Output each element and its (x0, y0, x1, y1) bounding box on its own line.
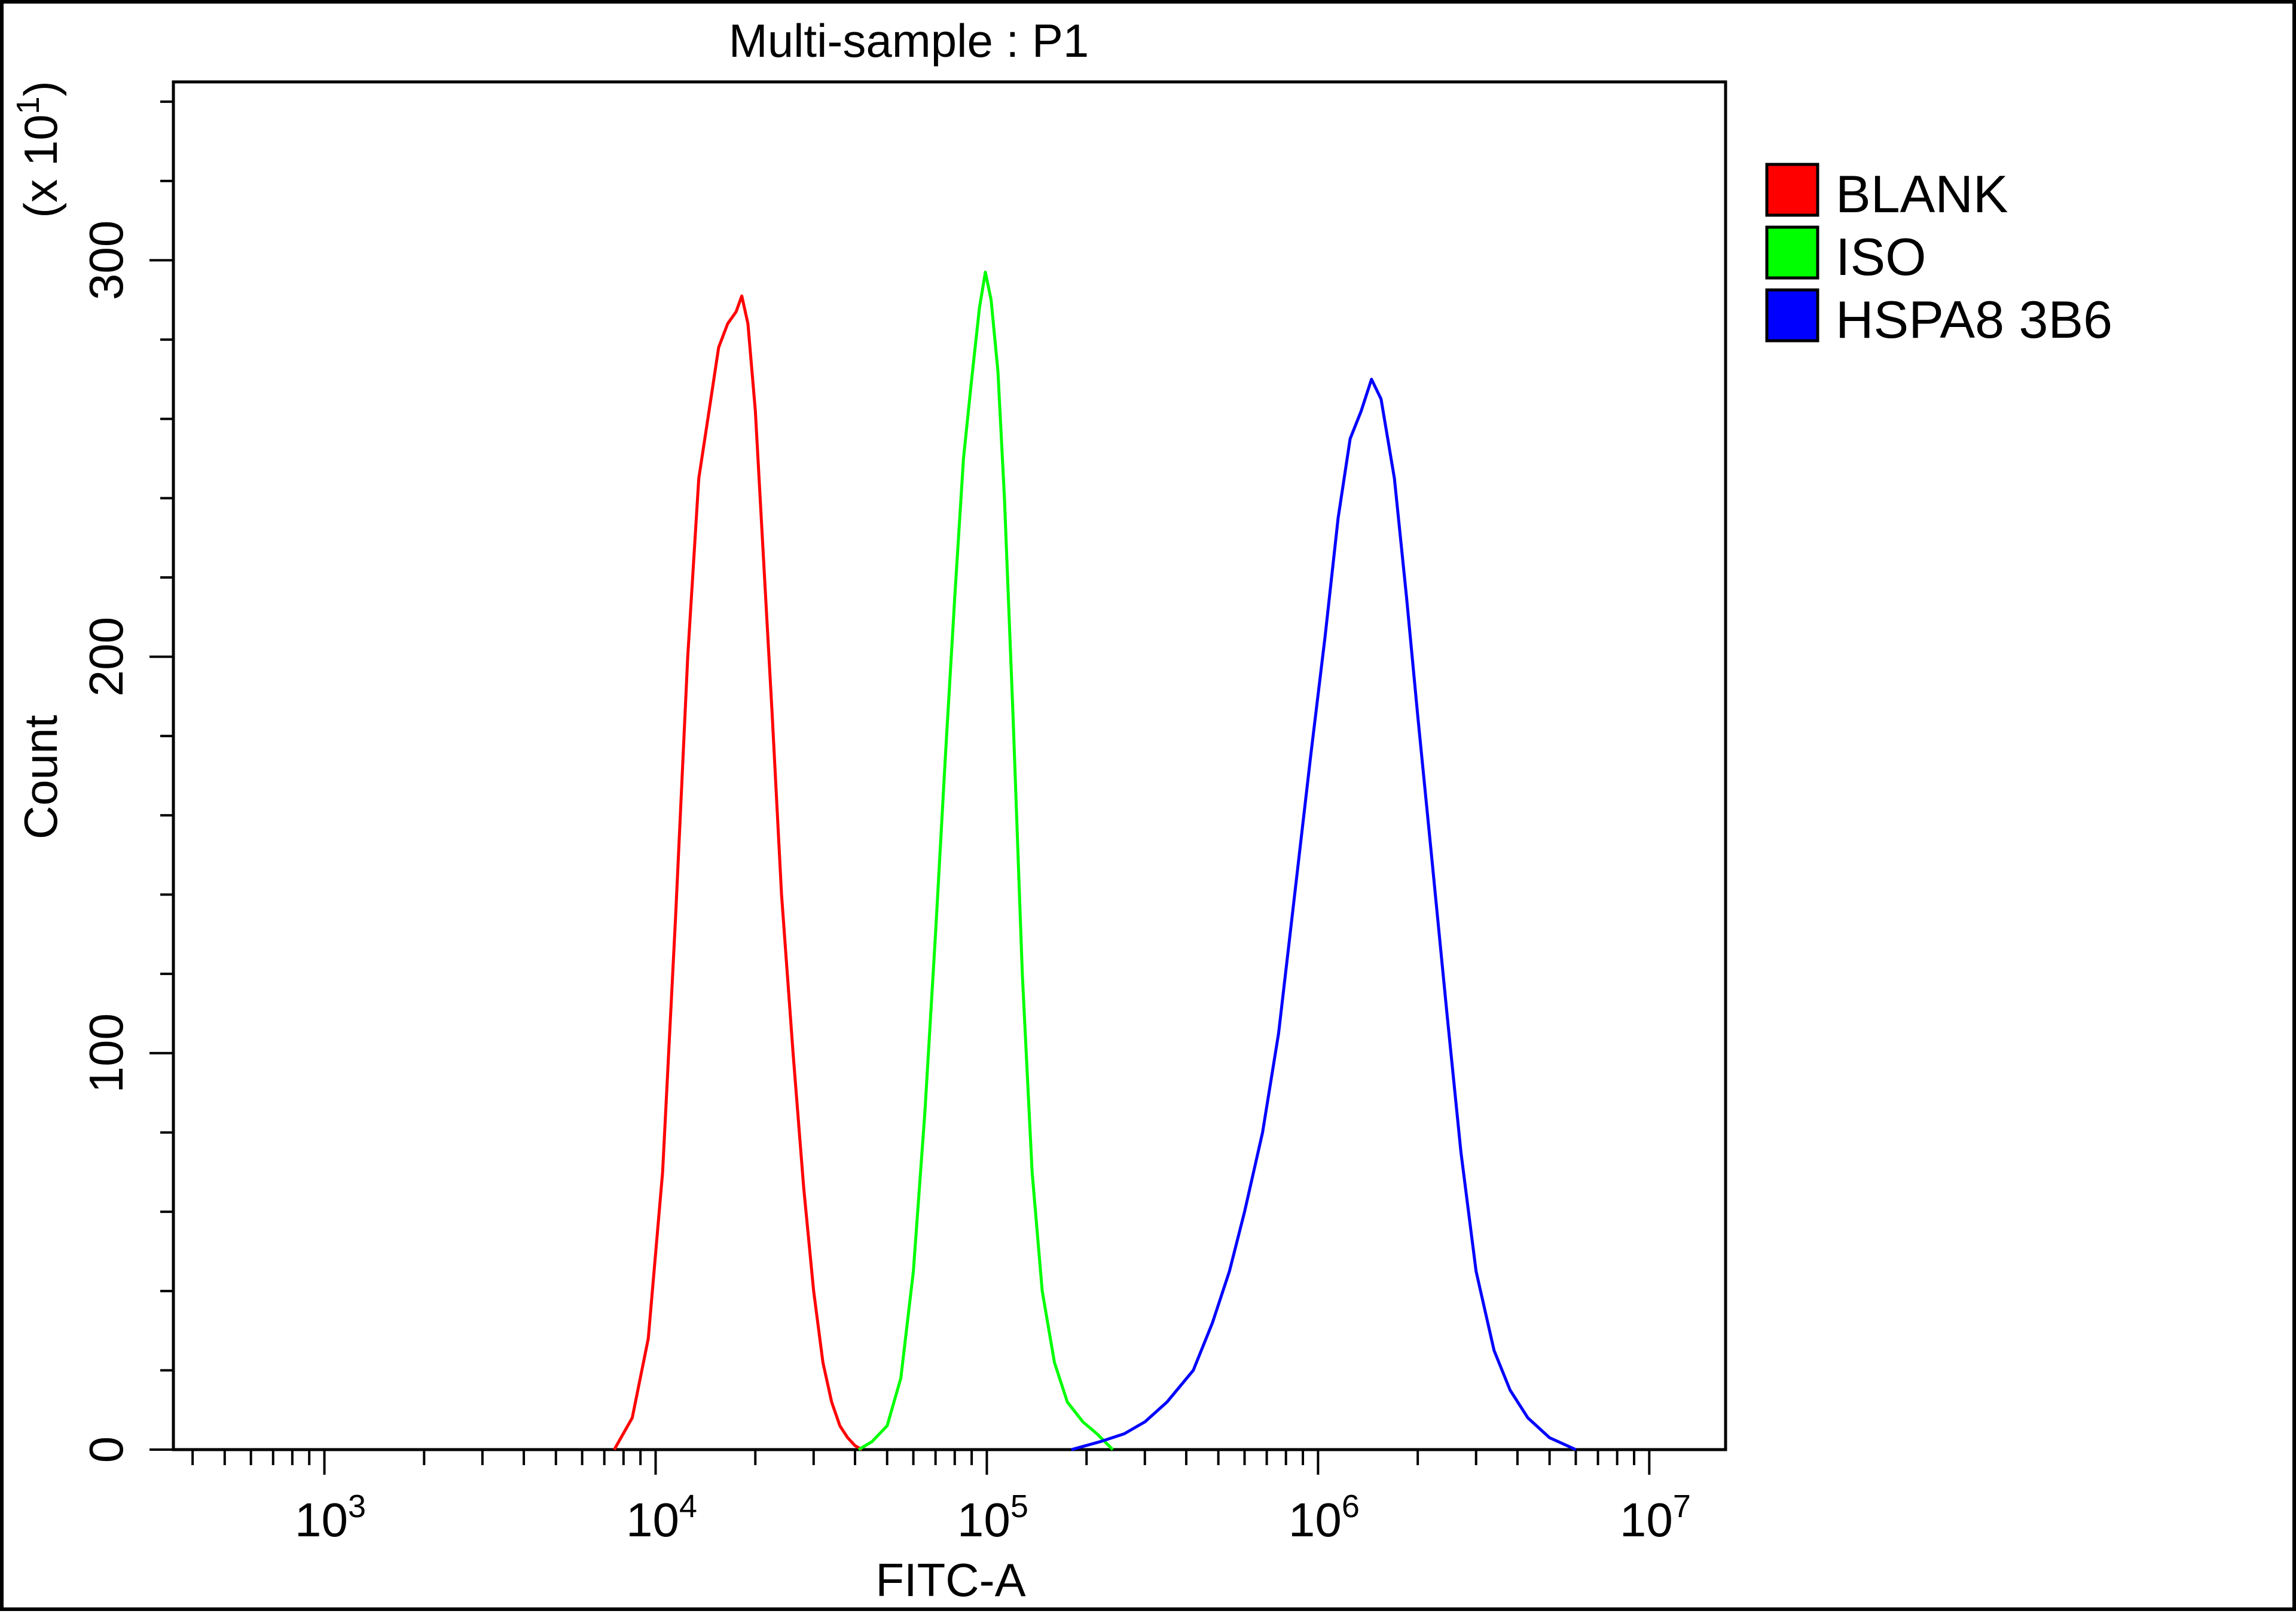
y-multiplier-suffix: ) (14, 81, 67, 96)
y-axis-label-group: Count (14, 715, 67, 839)
x-tick-exponent: 3 (348, 1488, 366, 1524)
series-lines (613, 270, 1577, 1451)
x-tick-label: 106 (1289, 1488, 1360, 1546)
y-multiplier-exponent: 1 (10, 96, 46, 114)
legend-label-iso: ISO (1836, 227, 1926, 286)
legend-label-hspa8: HSPA8 3B6 (1836, 290, 2112, 349)
y-tick-label: 200 (80, 617, 133, 696)
series-line-2 (1071, 377, 1577, 1451)
series-line-0 (613, 294, 863, 1451)
legend-item-blank: BLANK (1765, 163, 2008, 224)
y-multiplier-group: (x 101) (10, 81, 67, 218)
x-axis-label: FITC-A (875, 1554, 1025, 1606)
chart-title: Multi-sample : P1 (729, 14, 1089, 67)
legend: BLANK ISO HSPA8 3B6 (1765, 163, 2112, 349)
y-tick-label: 300 (80, 221, 133, 300)
x-tick-base: 10 (1620, 1493, 1673, 1546)
x-tick-exponent: 6 (1342, 1488, 1360, 1524)
legend-label-blank: BLANK (1836, 164, 2008, 224)
x-tick-label: 104 (626, 1488, 697, 1546)
x-tick-exponent: 7 (1673, 1488, 1691, 1524)
y-tick-label: 100 (80, 1013, 133, 1093)
x-tick-label: 105 (957, 1488, 1028, 1546)
x-tick-base: 10 (626, 1493, 679, 1546)
x-tick-label: 103 (295, 1488, 366, 1546)
y-axis-ticks: 0 100 200 300 (80, 100, 173, 1463)
x-tick-exponent: 4 (679, 1488, 697, 1524)
plot-area (172, 80, 1727, 1451)
legend-swatch-hspa8 (1765, 288, 1819, 343)
x-tick-base: 10 (295, 1493, 348, 1546)
y-multiplier-label: (x 101) (10, 81, 67, 218)
legend-swatch-blank (1765, 163, 1819, 217)
x-tick-exponent: 5 (1010, 1488, 1028, 1524)
x-tick-base: 10 (957, 1493, 1010, 1546)
y-axis-label: Count (14, 715, 67, 839)
y-tick-label: 0 (80, 1436, 133, 1463)
y-multiplier-prefix: (x 10 (14, 114, 67, 218)
x-tick-base: 10 (1289, 1493, 1342, 1546)
x-tick-label: 107 (1620, 1488, 1691, 1546)
series-line-1 (857, 270, 1114, 1451)
legend-item-hspa8: HSPA8 3B6 (1765, 288, 2112, 349)
legend-item-iso: ISO (1765, 225, 1926, 286)
x-axis-ticks: 103 104 105 106 107 (191, 1450, 1691, 1546)
legend-swatch-iso (1765, 225, 1819, 280)
